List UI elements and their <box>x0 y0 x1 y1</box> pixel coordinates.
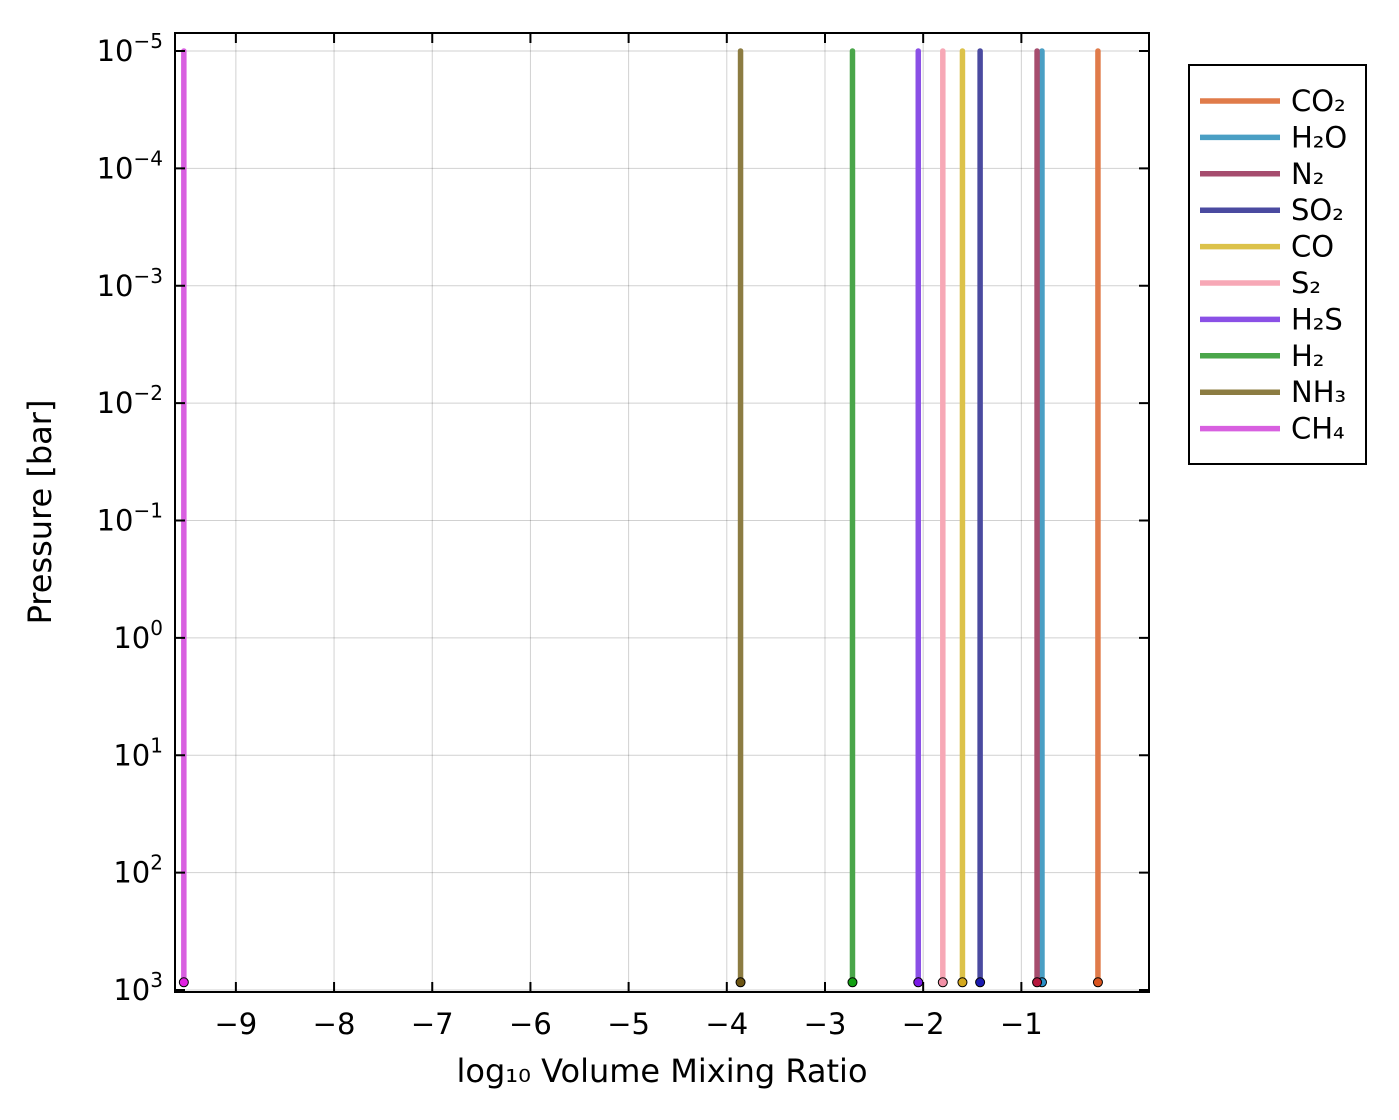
y-tick-label: 102 <box>113 851 163 890</box>
plot-frame <box>174 32 1150 993</box>
surface-marker <box>975 977 986 988</box>
x-axis-title: log₁₀ Volume Mixing Ratio <box>456 1052 867 1090</box>
x-tick-label: −8 <box>313 1007 356 1041</box>
x-tick-label: −3 <box>804 1007 847 1041</box>
legend-label: CO <box>1291 230 1334 264</box>
y-tick-label: 10−5 <box>97 29 163 68</box>
surface-marker <box>937 977 948 988</box>
x-tick-label: −4 <box>705 1007 748 1041</box>
surface-marker <box>1092 977 1103 988</box>
y-tick-label: 101 <box>113 733 163 772</box>
surface-marker <box>957 977 968 988</box>
surface-marker <box>1032 977 1043 988</box>
legend-box <box>1188 64 1367 465</box>
x-tick-label: −5 <box>607 1007 650 1041</box>
legend-label: S₂ <box>1291 266 1321 300</box>
x-tick-label: −6 <box>509 1007 552 1041</box>
surface-marker <box>735 977 746 988</box>
y-axis-title: Pressure [bar] <box>21 400 59 625</box>
legend-label: N₂ <box>1291 157 1324 191</box>
axis-ticks: −9 −8 −7 −6 −5 −4 −3 −2 −1 10−5 10−4 10−3 10−2 10−1 10… <box>97 29 1149 1041</box>
y-tick-label: 10−3 <box>97 264 163 303</box>
legend-label: CO₂ <box>1291 84 1346 118</box>
y-tick-label: 103 <box>113 968 163 1007</box>
surface-marker <box>847 977 858 988</box>
x-tick-label: −2 <box>902 1007 945 1041</box>
x-tick-label: −9 <box>215 1007 258 1041</box>
legend-label: CH₄ <box>1291 412 1345 446</box>
y-tick-label: 100 <box>113 616 163 655</box>
y-tick-label: 10−1 <box>97 499 163 538</box>
surface-marker <box>913 977 924 988</box>
x-tick-label: −1 <box>1000 1007 1043 1041</box>
legend-label: H₂O <box>1291 120 1347 154</box>
y-tick-label: 10−4 <box>97 146 163 185</box>
y-tick-label: 10−2 <box>97 381 163 420</box>
legend-label: SO₂ <box>1291 193 1344 227</box>
surface-marker <box>178 977 189 988</box>
legend-label: H₂ <box>1291 339 1324 373</box>
x-tick-label: −7 <box>411 1007 454 1041</box>
legend-label: NH₃ <box>1291 375 1346 409</box>
legend-label: H₂S <box>1291 302 1343 336</box>
series-lines <box>178 48 1103 988</box>
grid-lines <box>175 33 1149 992</box>
